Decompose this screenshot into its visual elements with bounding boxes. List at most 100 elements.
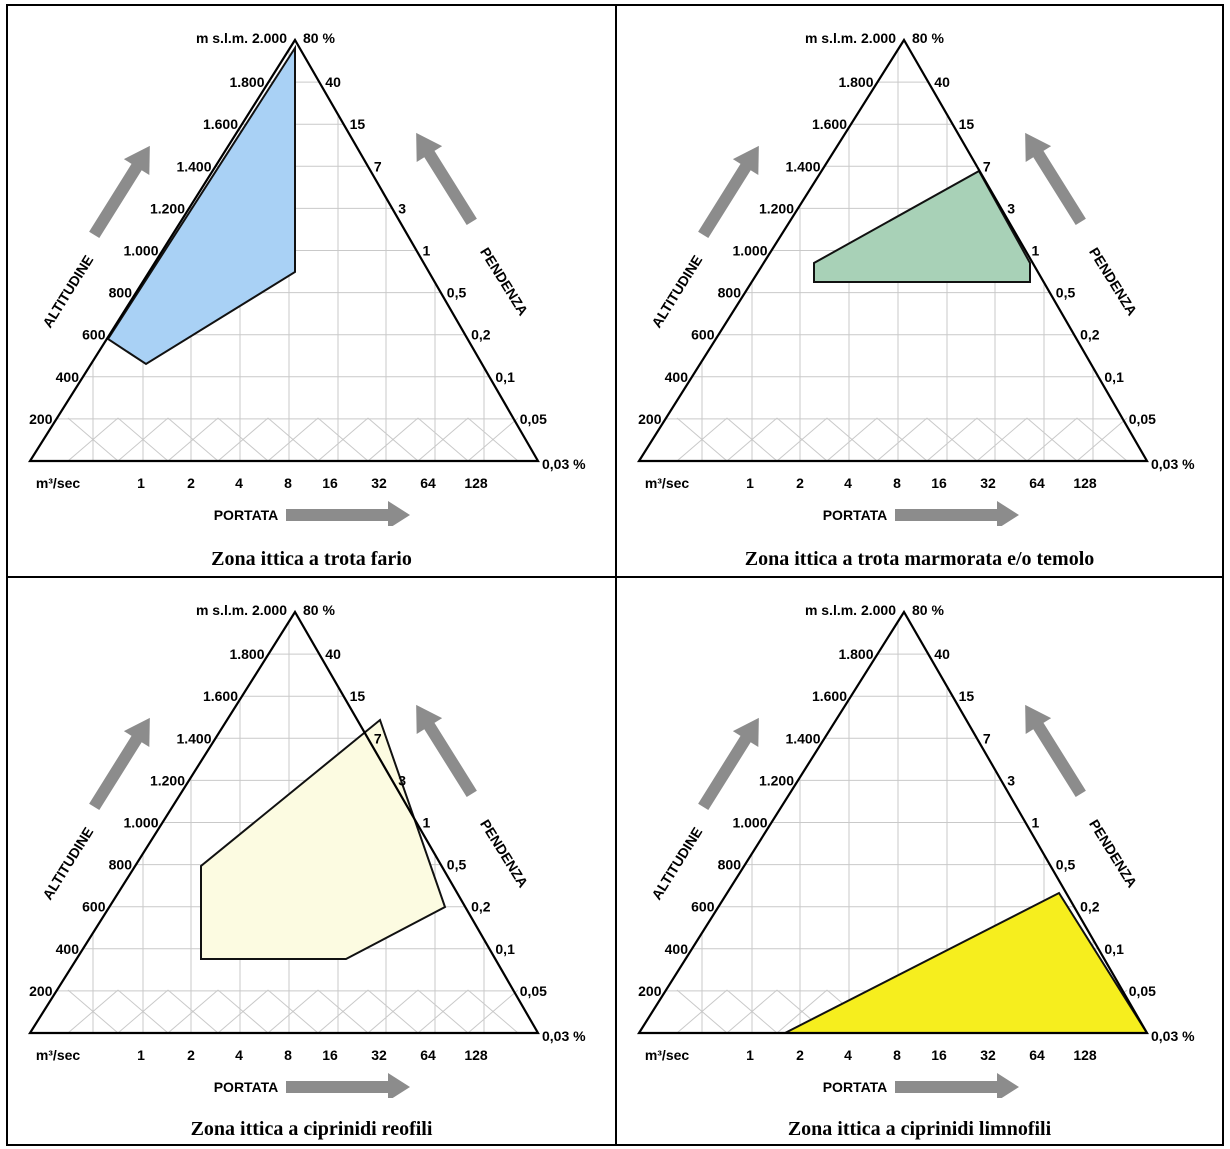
gridline [317, 989, 369, 1034]
flow-axis-title: PORTATA [214, 507, 279, 523]
flow-tick: 8 [893, 475, 901, 491]
panel-trota-marmorata: m s.l.m. 2.000 80 % 200 400 600 800 1.000 1.200… [617, 6, 1222, 576]
flow-tick: 32 [980, 1047, 996, 1063]
flow-tick: 1 [137, 1047, 145, 1063]
altitude-tick: 1.000 [732, 815, 767, 831]
gridline [726, 417, 778, 462]
altitude-tick: 1.600 [812, 688, 847, 704]
gridlines [56, 49, 519, 462]
panel-caption: Zona ittica a ciprinidi reofili [190, 1118, 433, 1140]
arrow-up-left-icon [1025, 132, 1086, 226]
flow-tick: 128 [1073, 475, 1097, 491]
flow-tick: 16 [322, 1047, 338, 1063]
flow-tick: 128 [464, 475, 488, 491]
gridline [976, 417, 1028, 462]
gridline [417, 989, 469, 1034]
arrow-right-icon [895, 1073, 1019, 1098]
slope-tick: 3 [398, 200, 406, 216]
gridline [876, 417, 928, 462]
slope-tick: 15 [350, 688, 366, 704]
altitude-tick: 1.400 [785, 730, 820, 746]
altitude-tick: 1.200 [759, 772, 794, 788]
slope-axis-title: PENDENZA [477, 816, 531, 890]
flow-tick: 64 [1029, 1047, 1045, 1063]
altitude-tick: 800 [109, 285, 133, 301]
altitude-tick: 400 [665, 369, 689, 385]
panel-trota-fario: m s.l.m. 2.000 80 % 200 400 600 800 1.000 1.200… [8, 6, 615, 576]
ternary-diagram: m s.l.m. 2.000 80 % 200 400 600 800 1.000 1.200… [28, 602, 586, 1098]
slope-tick: 40 [934, 74, 950, 90]
slope-tick: 0,5 [447, 285, 467, 301]
altitude-tick: 1.000 [732, 243, 767, 259]
slope-top-label: 80 % [303, 30, 335, 46]
altitude-tick: 1.800 [838, 646, 873, 662]
slope-tick: 7 [983, 158, 991, 174]
slope-tick: 1 [423, 243, 431, 259]
gridline [117, 989, 169, 1034]
slope-tick: 1 [1032, 815, 1040, 831]
flow-axis-title: PORTATA [214, 1079, 279, 1095]
slope-bottom-label: 0,03 % [1151, 1028, 1195, 1044]
slope-tick: 0,2 [471, 899, 491, 915]
panel-ciprinidi-reofili: m s.l.m. 2.000 80 % 200 400 600 800 1.000 1.200… [8, 578, 615, 1144]
ternary-diagram: m s.l.m. 2.000 80 % 200 400 600 800 1.000 1.200… [637, 30, 1195, 526]
slope-tick: 3 [398, 772, 406, 788]
gridline [117, 417, 169, 462]
flow-unit-label: m³/sec [645, 1047, 690, 1063]
flow-tick: 8 [284, 475, 292, 491]
slope-tick: 0,2 [1080, 899, 1100, 915]
flow-unit-label: m³/sec [645, 475, 690, 491]
habitat-zone [813, 169, 1031, 283]
gridline [467, 417, 519, 462]
triangle-outline [28, 609, 540, 1035]
gridline [217, 989, 269, 1034]
flow-tick: 2 [187, 1047, 195, 1063]
arrow-shape [1025, 132, 1086, 226]
arrow-shape [89, 145, 150, 239]
flow-tick: 16 [931, 1047, 947, 1063]
altitude-tick: 200 [29, 411, 53, 427]
arrow-shape [416, 132, 477, 226]
altitude-tick: 1.600 [812, 116, 847, 132]
altitude-tick: 1.000 [123, 243, 158, 259]
arrow-shape [89, 717, 150, 811]
flow-tick: 64 [1029, 475, 1045, 491]
arrow-shape [416, 704, 477, 798]
altitude-tick: 1.400 [176, 730, 211, 746]
triangle-outline [637, 37, 1149, 463]
gridline [217, 417, 269, 462]
panel-caption: Zona ittica a ciprinidi limnofili [787, 1118, 1052, 1140]
habitat-zone [200, 718, 447, 960]
slope-tick: 3 [1007, 772, 1015, 788]
slope-tick: 7 [374, 158, 382, 174]
altitude-tick: 800 [718, 285, 742, 301]
arrow-up-icon [698, 145, 759, 239]
flow-axis-title: PORTATA [823, 507, 888, 523]
altitude-tick: 400 [56, 941, 80, 957]
altitude-tick: 1.000 [123, 815, 158, 831]
gridline [67, 417, 119, 462]
flow-tick: 1 [746, 475, 754, 491]
altitude-tick: 1.600 [203, 688, 238, 704]
gridline [926, 417, 978, 462]
slope-tick: 0,1 [1104, 369, 1124, 385]
habitat-zone [106, 44, 296, 366]
flow-tick: 32 [980, 475, 996, 491]
flow-tick: 1 [746, 1047, 754, 1063]
gridline [167, 417, 219, 462]
altitude-tick: 1.800 [229, 74, 264, 90]
slope-tick: 0,1 [1104, 941, 1124, 957]
slope-tick: 1 [1032, 243, 1040, 259]
flow-tick: 8 [284, 1047, 292, 1063]
slope-tick: 15 [959, 116, 975, 132]
slope-tick: 0,5 [1056, 285, 1076, 301]
slope-tick: 40 [325, 646, 341, 662]
altitude-axis-title: ALTITUDINE [648, 824, 705, 902]
flow-tick: 8 [893, 1047, 901, 1063]
slope-tick: 0,5 [1056, 857, 1076, 873]
altitude-tick: 1.200 [150, 772, 185, 788]
gridline [467, 989, 519, 1034]
slope-top-label: 80 % [912, 30, 944, 46]
arrow-shape [698, 717, 759, 811]
slope-tick: 0,5 [447, 857, 467, 873]
